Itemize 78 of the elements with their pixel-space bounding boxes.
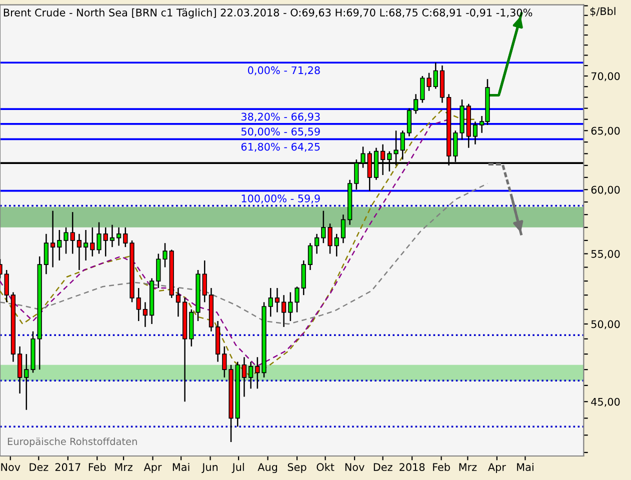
y-tick-label: 65,00 [591,126,620,136]
x-tick-label: Sep [288,463,306,474]
x-tick-label: Okt [316,462,334,472]
candlestick [17,346,22,394]
candlestick [472,120,478,145]
x-tick-label: Feb [88,462,106,472]
y-tick-label: 50,00 [591,320,620,330]
candlestick [76,233,82,271]
candlestick [70,211,75,254]
chart-title: Brent Crude - North Sea [BRN c1 Täglich] 22.03.2018 - O:69,63 H:69,70 L:68,75 C:68,91 -0,91 -1,30% [4,8,532,18]
x-tick-label: Mai [172,462,190,472]
candlestick [340,214,346,244]
candlestick [123,226,128,248]
y-tick-label: 60,00 [591,186,620,195]
candlestick [314,233,320,254]
annotation: 50,00% - 65,59 [241,128,320,137]
candlestick [433,62,438,90]
candlestick [103,226,108,258]
x-tick-label: Dez [30,463,48,472]
x-tick-label: Mrz [115,463,132,471]
x-tick-label: Mai [517,462,534,472]
candlestick [242,356,247,398]
candlestick [162,242,168,268]
candlestick [414,93,418,114]
candlestick [142,302,148,328]
candlestick [406,108,412,137]
x-tick-label: Jul [232,462,244,473]
candlestick [44,233,49,275]
x-tick-label: Apr [144,463,162,474]
y-tick-label: 55,00 [591,250,620,259]
x-tick-label: Apr [488,463,506,474]
candlestick [57,229,62,262]
y-tick-label: 45,00 [591,398,620,407]
candlestick [24,353,29,410]
candlestick [50,210,56,268]
candlestick [222,346,227,378]
x-tick-label: 2018 [400,463,425,472]
annotation: 38,20% - 66,93 [241,112,320,122]
x-tick-label: Mrz [459,463,477,471]
candlestick [400,130,405,160]
candlestick [84,229,88,262]
candlestick [420,75,425,104]
candlestick [282,294,286,328]
candlestick [248,361,254,390]
candlestick [274,287,280,313]
candlestick [426,72,432,92]
candlestick [301,260,306,296]
candlestick [64,226,68,254]
candlestick [156,253,161,289]
candlestick [321,210,326,244]
y-axis-title: $/Bbl [590,7,616,17]
x-tick-label: 2017 [55,463,80,472]
candlestick [288,292,293,322]
candlestick [308,242,313,271]
y-tick-label: 70,00 [591,72,620,82]
candlestick [90,226,95,258]
x-tick-label: Jun [202,463,218,473]
candlestick [328,222,332,254]
candlestick [136,287,141,322]
candlestick [268,287,273,318]
x-tick-label: Nov [1,463,20,472]
x-tick-label: Feb [433,462,450,472]
x-tick-label: Nov [345,463,364,472]
candlestick [202,260,207,303]
candlestick [334,233,339,258]
candlestick [255,356,260,390]
annotation: Europäische Rohstoffdaten [8,438,137,447]
candlestick [110,224,115,248]
annotation: 0,00% - 71,28 [248,66,320,76]
candlestick [4,269,9,303]
candlestick [176,287,181,318]
annotation: 61,80% - 64,25 [241,142,320,152]
annotation: 100,00% - 59,9 [242,194,320,204]
x-tick-label: Dez [374,463,392,472]
candlestick [294,286,300,313]
x-tick-label: Aug [258,463,278,474]
candlestick [116,226,122,246]
candlestick [96,222,102,254]
